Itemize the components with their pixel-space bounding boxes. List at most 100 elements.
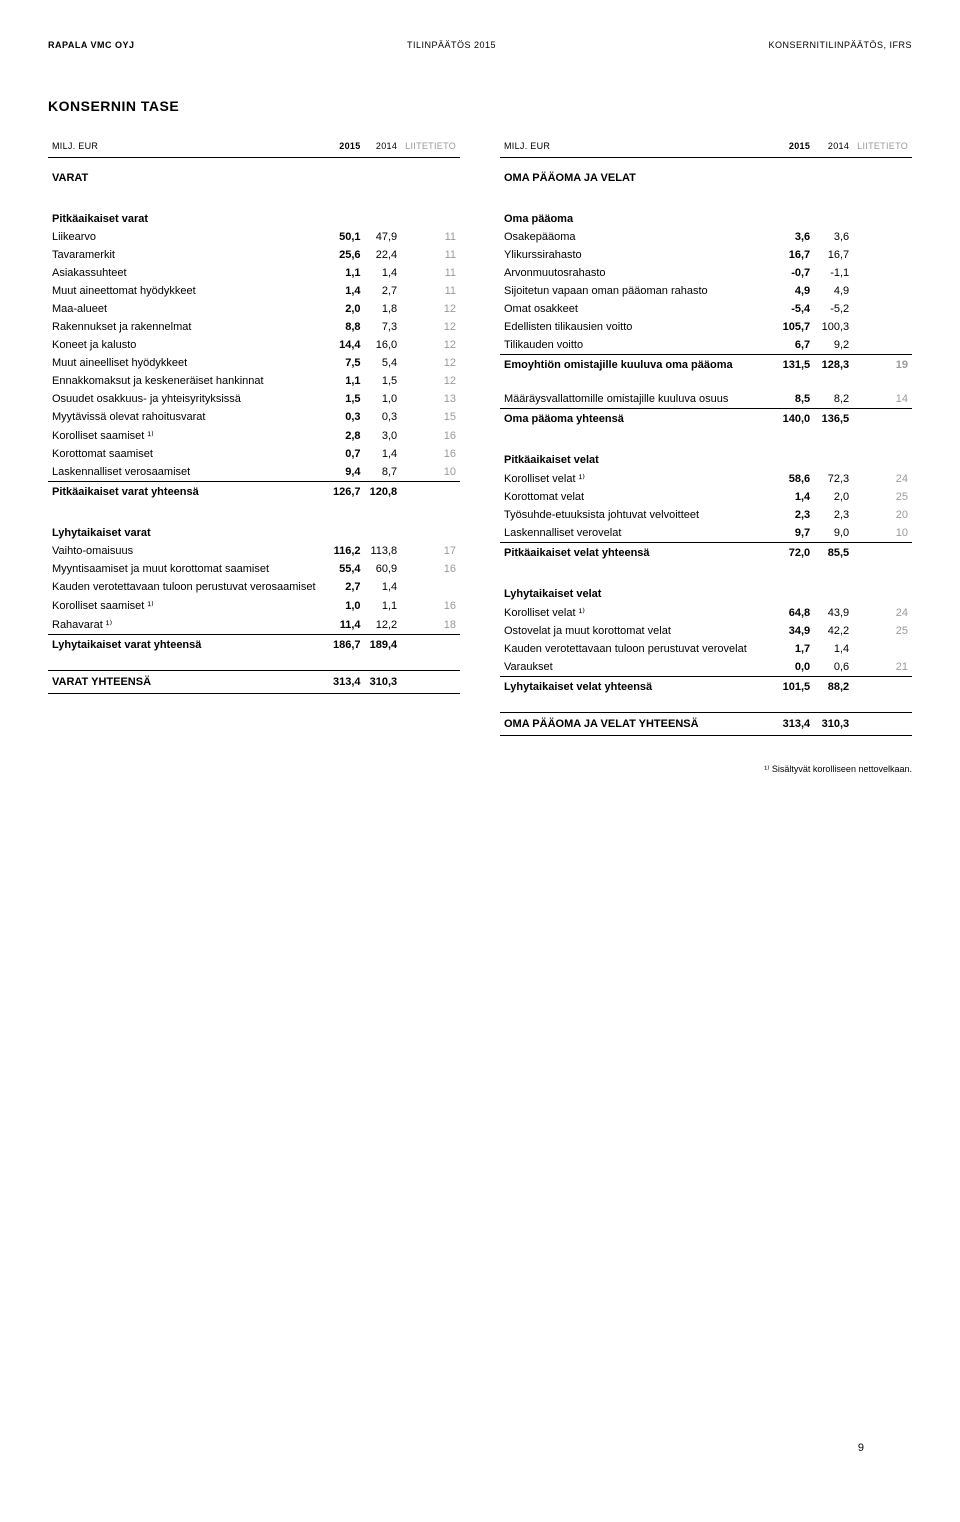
sec-oma-paaoma: Oma pääoma <box>500 203 912 228</box>
row-2014: 8,7 <box>365 463 402 482</box>
row-note <box>853 264 912 282</box>
row-2014: 1,4 <box>365 264 402 282</box>
row-2015: 2,7 <box>328 578 365 596</box>
row-2015: 1,4 <box>775 488 814 506</box>
grand-total-row: OMA PÄÄOMA JA VELAT YHTEENSÄ313,4310,3 <box>500 713 912 736</box>
row-note: 14 <box>853 390 912 409</box>
row-2014: 189,4 <box>365 635 402 655</box>
sec-lyhytaikaiset: Lyhytaikaiset varat <box>48 517 460 542</box>
row-2015: 8,5 <box>775 390 814 409</box>
table-row: Työsuhde-etuuksista johtuvat velvoitteet… <box>500 506 912 524</box>
sec-pitka-velat: Pitkäaikaiset velat <box>500 444 912 469</box>
total-row: Lyhytaikaiset velat yhteensä101,588,2 <box>500 677 912 697</box>
row-note <box>853 228 912 246</box>
row-2015: 58,6 <box>775 469 814 488</box>
row-2015: 2,3 <box>775 506 814 524</box>
table-row: Kauden verotettavaan tuloon perustuvat v… <box>48 578 460 596</box>
row-2015: 1,1 <box>328 264 365 282</box>
row-label: Korolliset velat ¹⁾ <box>500 603 775 622</box>
row-2014: 128,3 <box>814 355 853 375</box>
row-note <box>401 578 460 596</box>
row-2014: 7,3 <box>365 318 402 336</box>
row-note <box>401 482 460 502</box>
total-row: Emoyhtiön omistajille kuuluva oma pääoma… <box>500 355 912 375</box>
row-note: 20 <box>853 506 912 524</box>
row-note <box>401 671 460 694</box>
header-section: KONSERNITILINPÄÄTÖS, IFRS <box>768 40 912 50</box>
row-label: Osuudet osakkuus- ja yhteisyrityksissä <box>48 390 328 408</box>
row-label: Määräysvallattomille omistajille kuuluva… <box>500 390 775 409</box>
row-2014: 5,4 <box>365 354 402 372</box>
row-2014: 3,6 <box>814 228 853 246</box>
row-2015: 1,4 <box>328 282 365 300</box>
row-label: Pitkäaikaiset varat yhteensä <box>48 482 328 502</box>
row-label: Liikearvo <box>48 228 328 246</box>
row-2014: 8,2 <box>814 390 853 409</box>
row-note: 11 <box>401 228 460 246</box>
sec-oma-paaoma-velat: OMA PÄÄOMA JA VELAT <box>500 158 912 188</box>
row-2015: 1,0 <box>328 596 365 615</box>
row-label: Arvonmuutosrahasto <box>500 264 775 282</box>
row-label: Ennakkomaksut ja keskeneräiset hankinnat <box>48 372 328 390</box>
table-row: Rahavarat ¹⁾11,412,218 <box>48 615 460 635</box>
row-label: Emoyhtiön omistajille kuuluva oma pääoma <box>500 355 775 375</box>
row-2015: 3,6 <box>775 228 814 246</box>
row-2015: 4,9 <box>775 282 814 300</box>
row-note <box>853 246 912 264</box>
row-label: Lyhytaikaiset velat yhteensä <box>500 677 775 697</box>
table-row: Tilikauden voitto6,79,2 <box>500 336 912 355</box>
row-2015: 2,0 <box>328 300 365 318</box>
row-label: Koneet ja kalusto <box>48 336 328 354</box>
row-2015: 116,2 <box>328 542 365 560</box>
row-note: 16 <box>401 426 460 445</box>
row-2014: 16,0 <box>365 336 402 354</box>
table-row: Osuudet osakkuus- ja yhteisyrityksissä1,… <box>48 390 460 408</box>
row-2014: 1,4 <box>814 640 853 658</box>
assets-column: MILJ. EUR 2015 2014 LIITETIETO VARAT Pit… <box>48 138 460 775</box>
row-label: Oma pääoma yhteensä <box>500 409 775 429</box>
row-2015: 72,0 <box>775 543 814 563</box>
row-2014: 16,7 <box>814 246 853 264</box>
row-2015: 9,7 <box>775 524 814 543</box>
row-label: Ylikurssirahasto <box>500 246 775 264</box>
row-label: Varaukset <box>500 658 775 677</box>
row-2014: 2,0 <box>814 488 853 506</box>
row-label: Sijoitetun vapaan oman pääoman rahasto <box>500 282 775 300</box>
row-label: Laskennalliset verosaamiset <box>48 463 328 482</box>
total-row: Lyhytaikaiset varat yhteensä186,7189,4 <box>48 635 460 655</box>
header-company: RAPALA VMC OYJ <box>48 40 135 50</box>
table-row: Määräysvallattomille omistajille kuuluva… <box>500 390 912 409</box>
row-2015: 0,0 <box>775 658 814 677</box>
table-row: Laskennalliset verosaamiset9,48,710 <box>48 463 460 482</box>
row-note <box>853 300 912 318</box>
row-2015: 1,1 <box>328 372 365 390</box>
table-row: Vaihto-omaisuus116,2113,817 <box>48 542 460 560</box>
row-2014: 12,2 <box>365 615 402 635</box>
row-2014: 88,2 <box>814 677 853 697</box>
row-label: Rahavarat ¹⁾ <box>48 615 328 635</box>
row-label: Tavaramerkit <box>48 246 328 264</box>
row-2014: 22,4 <box>365 246 402 264</box>
th-2015: 2015 <box>328 138 365 158</box>
table-row: Koneet ja kalusto14,416,012 <box>48 336 460 354</box>
row-2015: 50,1 <box>328 228 365 246</box>
table-row: Muut aineelliset hyödykkeet7,55,412 <box>48 354 460 372</box>
table-row: Edellisten tilikausien voitto105,7100,3 <box>500 318 912 336</box>
row-2015: 313,4 <box>775 713 814 736</box>
row-note: 19 <box>853 355 912 375</box>
sec-varat: VARAT <box>48 158 460 188</box>
row-note: 10 <box>401 463 460 482</box>
row-label: Pitkäaikaiset velat yhteensä <box>500 543 775 563</box>
row-note <box>853 409 912 429</box>
row-label: Myyntisaamiset ja muut korottomat saamis… <box>48 560 328 578</box>
row-2015: 186,7 <box>328 635 365 655</box>
row-2014: 100,3 <box>814 318 853 336</box>
row-label: Korolliset saamiset ¹⁾ <box>48 426 328 445</box>
row-2015: 0,7 <box>328 445 365 463</box>
row-2014: 310,3 <box>814 713 853 736</box>
row-label: Ostovelat ja muut korottomat velat <box>500 622 775 640</box>
row-2015: 8,8 <box>328 318 365 336</box>
table-row: Korolliset saamiset ¹⁾1,01,116 <box>48 596 460 615</box>
row-label: OMA PÄÄOMA JA VELAT YHTEENSÄ <box>500 713 775 736</box>
row-2015: 0,3 <box>328 408 365 426</box>
